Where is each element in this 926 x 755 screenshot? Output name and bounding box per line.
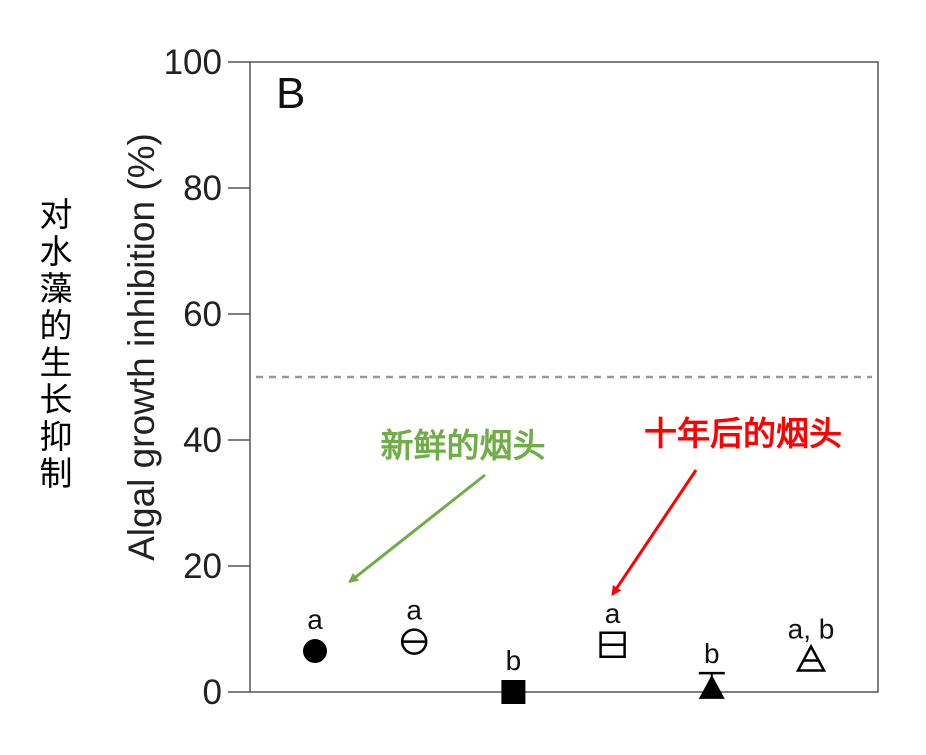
- significance-letter: b: [506, 645, 522, 676]
- significance-letter: a, b: [788, 614, 835, 645]
- significance-letter: a: [406, 595, 422, 626]
- data-point: b: [698, 638, 725, 699]
- significance-letter: a: [307, 604, 323, 635]
- y-axis-label: Algal growth inhibition (%): [121, 133, 162, 561]
- y-tick-label: 20: [183, 547, 222, 586]
- marker-square-filled: [501, 680, 526, 704]
- annotation-arrow: [348, 473, 486, 583]
- data-point: a: [303, 604, 327, 664]
- chinese-ylabel-char: 生: [39, 343, 73, 382]
- y-tick-label: 0: [203, 673, 222, 712]
- chinese-ylabel-char: 对: [39, 195, 73, 234]
- marker-triangle-open: [795, 643, 827, 672]
- chinese-ylabel-char: 藻: [39, 269, 73, 308]
- significance-letter: b: [704, 638, 720, 669]
- data-point: a, b: [788, 614, 835, 672]
- data-point: a: [599, 598, 626, 658]
- y-tick-label: 40: [183, 421, 222, 460]
- chinese-ylabel-char: 抑: [39, 417, 73, 456]
- chinese-ylabel-char: 制: [39, 454, 73, 493]
- data-point: a: [400, 595, 428, 655]
- chinese-ylabel-char: 长: [39, 380, 73, 419]
- significance-letter: a: [605, 598, 621, 629]
- chinese-ylabel-char: 水: [39, 232, 73, 271]
- y-tick-label: 80: [183, 169, 222, 208]
- panel-label: B: [276, 69, 305, 118]
- annotation-label: 十年后的烟头: [644, 414, 842, 453]
- data-point: b: [501, 645, 526, 704]
- chinese-y-axis-label: 对水藻的生长抑制: [36, 196, 76, 492]
- marker-triangle-filled: [698, 674, 725, 699]
- annotation-label: 新鲜的烟头: [381, 426, 546, 465]
- y-tick-label: 60: [183, 295, 222, 334]
- chinese-ylabel-char: 的: [39, 306, 73, 345]
- marker-circle-filled: [303, 639, 327, 664]
- plot-frame: [249, 61, 879, 693]
- annotation-arrow: [611, 469, 698, 597]
- y-tick-label: 100: [164, 43, 222, 82]
